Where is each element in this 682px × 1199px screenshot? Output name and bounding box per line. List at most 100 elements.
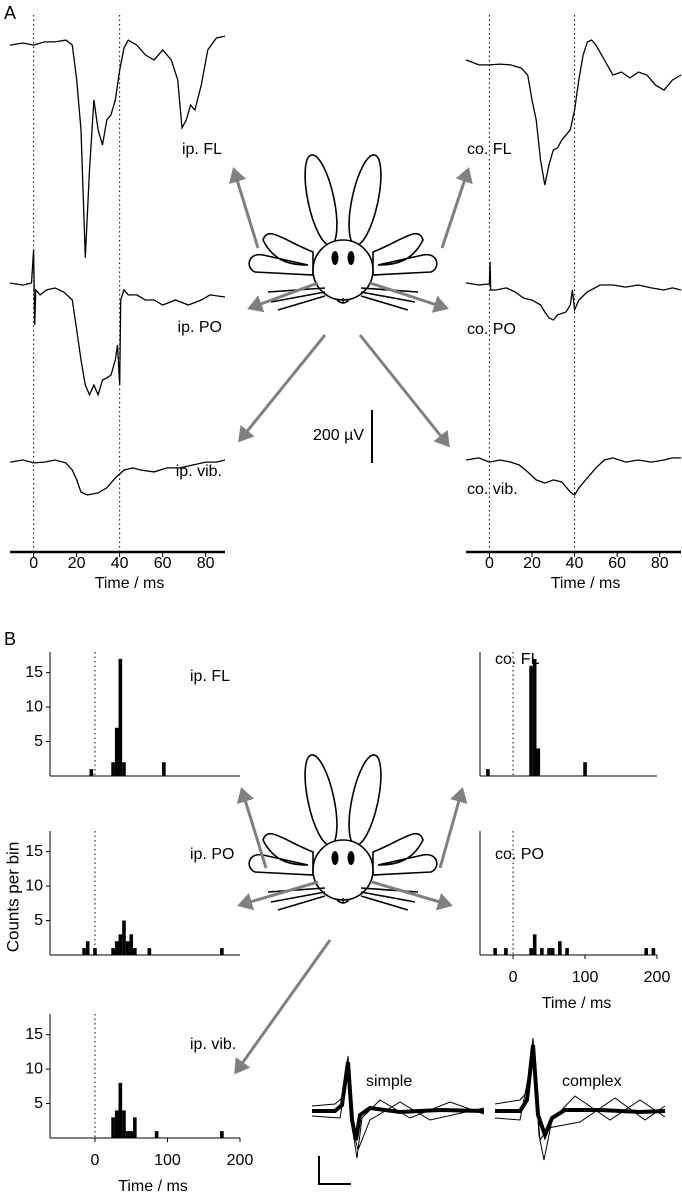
trace-label: co. PO — [467, 321, 516, 338]
bar — [125, 941, 130, 955]
x-tick-label: 40 — [111, 555, 129, 572]
rabbit-drawing — [248, 751, 438, 911]
bar — [82, 948, 86, 955]
trace-label: ip. vib. — [176, 463, 222, 480]
x-tick-label: 100 — [154, 1152, 181, 1169]
trace — [465, 261, 682, 321]
bar — [154, 1131, 159, 1138]
bar — [118, 1082, 123, 1138]
x-tick-label: 60 — [608, 555, 626, 572]
bar — [529, 665, 533, 776]
bar — [111, 1117, 115, 1138]
bar — [89, 769, 94, 776]
bar — [111, 948, 115, 955]
x-tick-label: 20 — [523, 555, 541, 572]
arrows — [228, 167, 473, 1075]
bar — [486, 769, 490, 776]
x-tick-label: 0 — [509, 969, 518, 986]
bar — [133, 1117, 137, 1138]
bar — [114, 727, 119, 776]
trace-label: co. vib. — [467, 481, 518, 498]
y-tick-label: 15 — [25, 1026, 43, 1043]
x-tick-label: 60 — [154, 555, 172, 572]
bar — [162, 762, 166, 776]
y-tick-label: 5 — [34, 733, 43, 750]
histogram-label: ip. vib. — [190, 1036, 236, 1053]
x-tick-label: 80 — [651, 555, 669, 572]
y-tick-label: 15 — [25, 843, 43, 860]
bar — [220, 1131, 224, 1138]
trace-label: ip. PO — [178, 319, 222, 336]
trace — [9, 459, 226, 496]
x-axis-label: Time / ms — [542, 995, 612, 1012]
histogram-label: co. PO — [495, 846, 544, 863]
panel-label: A — [4, 3, 16, 23]
x-tick-label: 200 — [644, 969, 671, 986]
x-axis-label: Time / ms — [95, 575, 165, 592]
bar — [583, 762, 587, 776]
bar — [147, 948, 152, 955]
bar — [532, 658, 537, 776]
bar — [85, 941, 90, 955]
x-tick-label: 200 — [227, 1152, 254, 1169]
trace — [9, 35, 226, 258]
bar — [122, 1110, 126, 1138]
bar — [122, 762, 126, 776]
bar — [118, 934, 123, 955]
waveform-label: complex — [562, 1073, 622, 1090]
y-tick-label: 10 — [25, 877, 43, 894]
bar — [529, 948, 533, 955]
x-tick-label: 0 — [91, 1152, 100, 1169]
bar — [540, 948, 544, 955]
spike-waveforms — [311, 1037, 666, 1185]
x-tick-label: 80 — [197, 555, 215, 572]
trace — [465, 457, 681, 496]
histogram-label: co. FL — [495, 651, 540, 668]
y-tick-label: 5 — [34, 912, 43, 929]
bar — [93, 948, 97, 955]
y-tick-label: 5 — [34, 1095, 43, 1112]
bar — [114, 941, 119, 955]
bar — [118, 658, 123, 776]
y-tick-label: 15 — [25, 664, 43, 681]
x-tick-label: 40 — [566, 555, 584, 572]
trace-label: ip. FL — [182, 141, 222, 158]
bar — [565, 948, 569, 955]
bar — [133, 948, 137, 955]
bar — [532, 934, 537, 955]
trace — [9, 250, 226, 397]
bar — [111, 762, 115, 776]
x-tick-label: 20 — [68, 555, 86, 572]
y-tick-label: 10 — [25, 698, 43, 715]
y-tick-label: 10 — [25, 1060, 43, 1077]
x-tick-label: 0 — [29, 555, 38, 572]
waveform-label: simple — [366, 1073, 412, 1090]
bar — [651, 948, 656, 955]
bar — [129, 934, 134, 955]
bar — [129, 1131, 134, 1138]
bar — [536, 748, 541, 776]
bar — [550, 948, 555, 955]
histogram-label: ip. PO — [190, 846, 234, 863]
bar — [122, 920, 126, 955]
trace — [465, 39, 682, 186]
bar — [493, 948, 497, 955]
x-tick-label: 100 — [572, 969, 599, 986]
bar — [558, 941, 562, 955]
bar — [504, 948, 508, 955]
histogram-label: ip. FL — [190, 668, 230, 685]
x-axis-label: Time / ms — [118, 1178, 188, 1195]
bar — [220, 948, 224, 955]
bar — [114, 1110, 119, 1138]
bar — [547, 948, 551, 955]
x-tick-label: 0 — [485, 555, 494, 572]
y-axis-label: Counts per bin — [3, 842, 22, 953]
trace-label: co. FL — [467, 141, 512, 158]
bar — [644, 948, 649, 955]
bar — [125, 1131, 130, 1138]
x-axis-label: Time / ms — [551, 575, 621, 592]
rabbit-drawing — [248, 151, 438, 311]
panel-label: B — [4, 629, 16, 649]
scale-bar-label: 200 µV — [313, 427, 364, 444]
